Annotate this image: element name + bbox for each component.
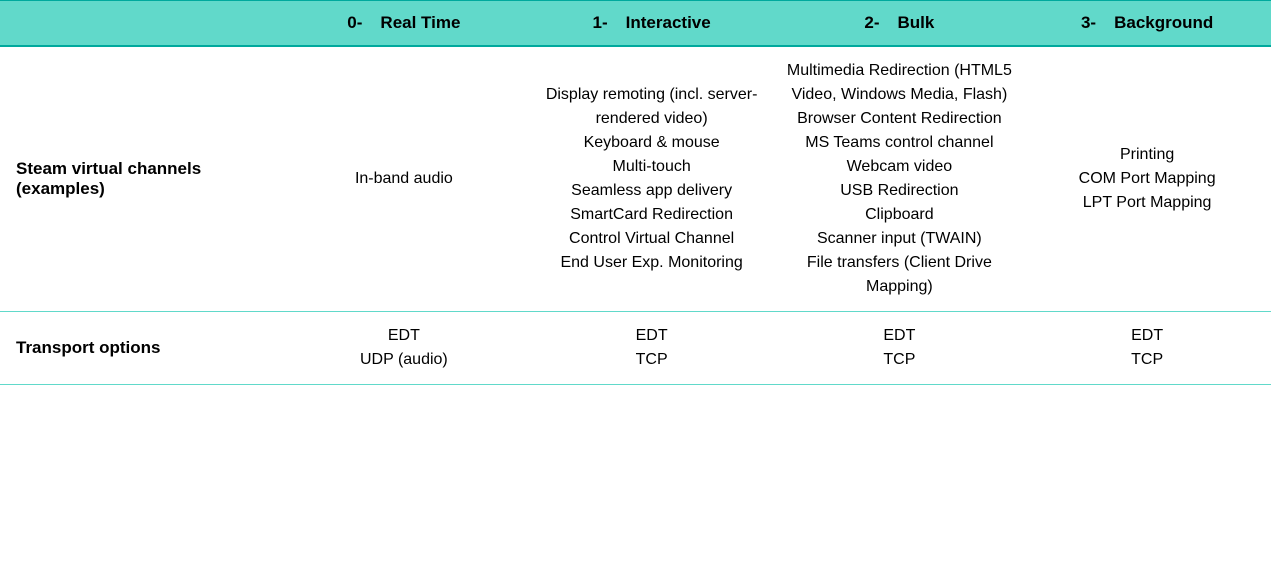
column-header-num: 3- xyxy=(1081,13,1096,33)
table-row: Transport optionsEDTUDP (audio)EDTTCPEDT… xyxy=(0,312,1271,385)
cell-line: EDT xyxy=(784,324,1016,348)
cell-line: End User Exp. Monitoring xyxy=(536,251,768,275)
table-cell: EDTTCP xyxy=(528,312,776,385)
cell-line: Scanner input (TWAIN) xyxy=(784,227,1016,251)
cell-line: MS Teams control channel xyxy=(784,131,1016,155)
cell-line: TCP xyxy=(784,348,1016,372)
cell-line: Display remoting (incl. server-rendered … xyxy=(536,83,768,131)
cell-line: EDT xyxy=(536,324,768,348)
cell-line: Webcam video xyxy=(784,155,1016,179)
column-header: 0- Real Time xyxy=(280,1,528,47)
cell-line: LPT Port Mapping xyxy=(1031,191,1263,215)
column-header: 1- Interactive xyxy=(528,1,776,47)
column-header: 2- Bulk xyxy=(776,1,1024,47)
cell-line: EDT xyxy=(288,324,520,348)
cell-line: TCP xyxy=(536,348,768,372)
cell-line: USB Redirection xyxy=(784,179,1016,203)
cell-line: SmartCard Redirection xyxy=(536,203,768,227)
column-header: 3- Background xyxy=(1023,1,1271,47)
row-label: Steam virtual channels (examples) xyxy=(0,46,280,312)
table-cell: Multimedia Redirection (HTML5 Video, Win… xyxy=(776,46,1024,312)
cell-line: UDP (audio) xyxy=(288,348,520,372)
cell-line: EDT xyxy=(1031,324,1263,348)
cell-line: Control Virtual Channel xyxy=(536,227,768,251)
column-header-label: Background xyxy=(1114,13,1213,32)
table-cell: Display remoting (incl. server-rendered … xyxy=(528,46,776,312)
table-header-row: 0- Real Time 1- Interactive 2- Bulk 3- Backg… xyxy=(0,1,1271,47)
table-cell: PrintingCOM Port MappingLPT Port Mapping xyxy=(1023,46,1271,312)
cell-line: File transfers (Client Drive Mapping) xyxy=(784,251,1016,299)
cell-line: In-band audio xyxy=(288,167,520,191)
table-cell: In-band audio xyxy=(280,46,528,312)
column-header-label: Real Time xyxy=(380,13,460,32)
cell-line: Browser Content Redirection xyxy=(784,107,1016,131)
cell-line: Multimedia Redirection (HTML5 Video, Win… xyxy=(784,59,1016,107)
cell-line: Multi-touch xyxy=(536,155,768,179)
cell-line: Printing xyxy=(1031,143,1263,167)
column-header-label: Interactive xyxy=(626,13,711,32)
column-header-label: Bulk xyxy=(898,13,935,32)
cell-line: COM Port Mapping xyxy=(1031,167,1263,191)
stream-classes-table: 0- Real Time 1- Interactive 2- Bulk 3- Backg… xyxy=(0,0,1271,385)
cell-line: Clipboard xyxy=(784,203,1016,227)
table-cell: EDTTCP xyxy=(776,312,1024,385)
row-label: Transport options xyxy=(0,312,280,385)
column-header-num: 1- xyxy=(593,13,608,33)
table-row: Steam virtual channels (examples) In-band… xyxy=(0,46,1271,312)
cell-line: Seamless app delivery xyxy=(536,179,768,203)
column-header-num: 0- xyxy=(347,13,362,33)
cell-line: TCP xyxy=(1031,348,1263,372)
table-cell: EDTTCP xyxy=(1023,312,1271,385)
table-body: Steam virtual channels (examples) In-band… xyxy=(0,46,1271,385)
column-header-num: 2- xyxy=(864,13,879,33)
table-cell: EDTUDP (audio) xyxy=(280,312,528,385)
cell-line: Keyboard & mouse xyxy=(536,131,768,155)
header-empty-cell xyxy=(0,1,280,47)
